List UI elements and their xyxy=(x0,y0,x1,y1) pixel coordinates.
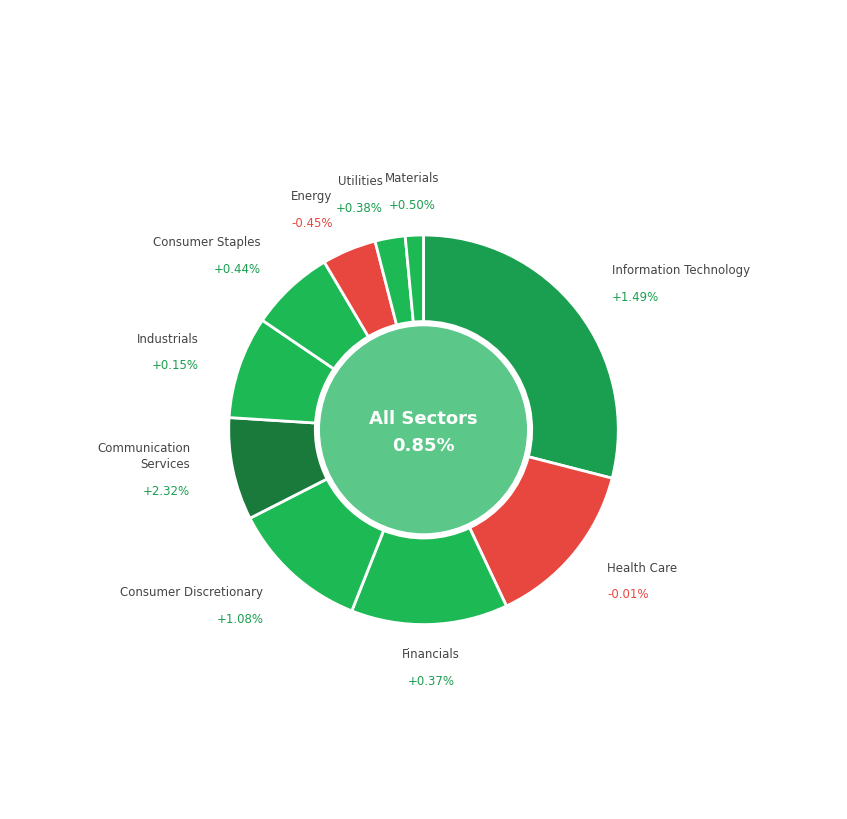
Text: +2.32%: +2.32% xyxy=(143,485,191,498)
Text: -0.01%: -0.01% xyxy=(607,588,649,601)
Wedge shape xyxy=(324,241,396,337)
Text: +0.50%: +0.50% xyxy=(389,199,435,212)
Text: Information Technology: Information Technology xyxy=(612,264,750,277)
Text: Consumer Staples: Consumer Staples xyxy=(153,237,261,250)
Wedge shape xyxy=(229,418,327,518)
Text: Consumer Discretionary: Consumer Discretionary xyxy=(120,586,263,600)
Text: Financials: Financials xyxy=(402,648,460,661)
Text: +1.49%: +1.49% xyxy=(612,291,659,304)
Text: Materials: Materials xyxy=(385,172,440,185)
Text: +0.38%: +0.38% xyxy=(335,202,383,215)
Wedge shape xyxy=(352,527,507,625)
Wedge shape xyxy=(405,235,424,322)
Wedge shape xyxy=(375,236,413,325)
Text: Energy: Energy xyxy=(291,190,332,203)
Text: +0.44%: +0.44% xyxy=(213,263,261,276)
Text: +1.08%: +1.08% xyxy=(216,613,263,626)
Wedge shape xyxy=(263,262,368,369)
Text: 0.85%: 0.85% xyxy=(392,437,455,455)
Circle shape xyxy=(321,327,526,532)
Wedge shape xyxy=(469,457,612,606)
Wedge shape xyxy=(229,320,334,423)
Text: -0.45%: -0.45% xyxy=(291,216,332,229)
Text: Health Care: Health Care xyxy=(607,562,677,575)
Text: +0.37%: +0.37% xyxy=(407,675,455,687)
Text: Industrials: Industrials xyxy=(136,333,198,346)
Wedge shape xyxy=(250,479,384,611)
Text: Utilities: Utilities xyxy=(338,175,383,188)
Text: +0.15%: +0.15% xyxy=(152,360,198,373)
Wedge shape xyxy=(424,235,618,478)
Text: All Sectors: All Sectors xyxy=(369,410,478,428)
Text: Communication
Services: Communication Services xyxy=(97,442,191,471)
